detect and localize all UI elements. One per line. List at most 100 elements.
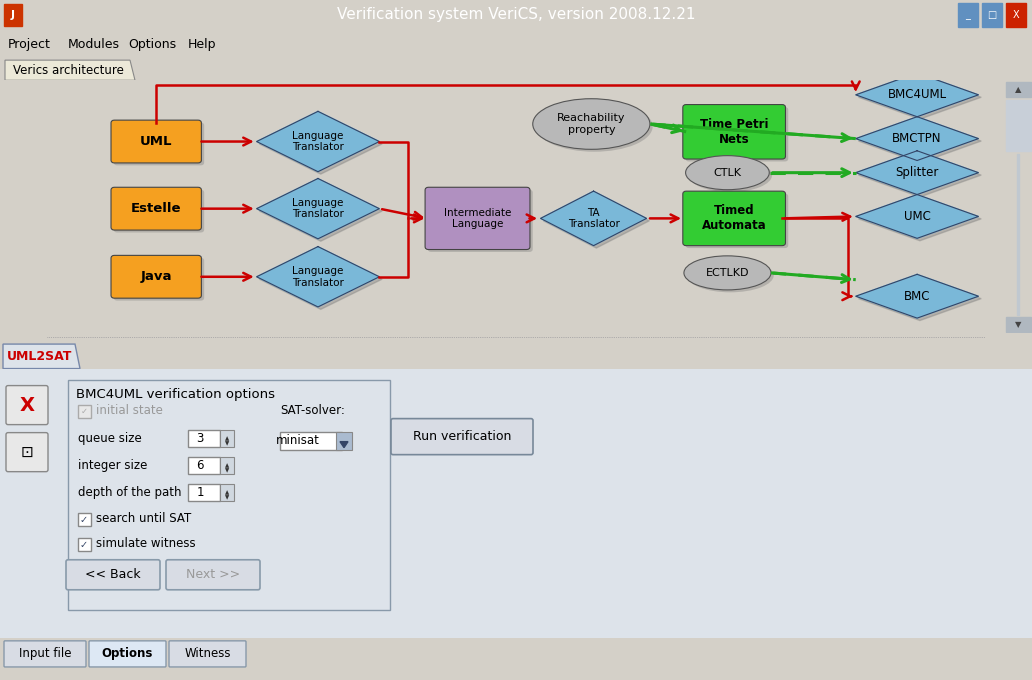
Text: ✓: ✓ xyxy=(79,515,88,525)
Text: search until SAT: search until SAT xyxy=(96,512,191,525)
Polygon shape xyxy=(859,277,981,320)
Text: ECTLKD: ECTLKD xyxy=(706,268,749,278)
Text: UML: UML xyxy=(140,135,172,148)
FancyBboxPatch shape xyxy=(683,191,785,245)
Text: minisat: minisat xyxy=(277,434,320,447)
Ellipse shape xyxy=(685,156,769,190)
Text: ▼: ▼ xyxy=(225,495,229,500)
FancyBboxPatch shape xyxy=(66,560,160,590)
Polygon shape xyxy=(856,73,978,117)
Bar xyxy=(280,432,342,449)
Text: Time Petri
Nets: Time Petri Nets xyxy=(700,118,769,146)
Text: Timed
Automata: Timed Automata xyxy=(702,205,767,233)
Bar xyxy=(220,457,234,474)
Text: □: □ xyxy=(988,10,997,20)
FancyBboxPatch shape xyxy=(111,187,201,230)
Bar xyxy=(1005,317,1031,332)
Text: X: X xyxy=(1012,10,1020,20)
Polygon shape xyxy=(856,274,978,318)
Text: Java: Java xyxy=(140,270,172,284)
Text: Language
Translator: Language Translator xyxy=(292,266,344,288)
Text: ▼: ▼ xyxy=(225,441,229,446)
Bar xyxy=(220,483,234,500)
Polygon shape xyxy=(340,441,348,447)
Bar xyxy=(4,4,22,26)
Text: Witness: Witness xyxy=(185,647,231,660)
Polygon shape xyxy=(859,119,981,163)
Text: Splitter: Splitter xyxy=(896,166,939,179)
FancyBboxPatch shape xyxy=(6,386,49,424)
FancyBboxPatch shape xyxy=(169,641,246,667)
Polygon shape xyxy=(544,194,649,248)
Polygon shape xyxy=(859,153,981,197)
Text: Options: Options xyxy=(128,37,176,50)
Text: ⊡: ⊡ xyxy=(21,445,33,460)
FancyBboxPatch shape xyxy=(111,256,201,298)
Bar xyxy=(1006,3,1026,27)
Text: integer size: integer size xyxy=(78,459,148,472)
Polygon shape xyxy=(856,117,978,160)
Ellipse shape xyxy=(686,258,774,292)
FancyBboxPatch shape xyxy=(425,187,530,250)
FancyBboxPatch shape xyxy=(111,120,201,163)
FancyBboxPatch shape xyxy=(166,560,260,590)
FancyBboxPatch shape xyxy=(114,122,204,165)
Bar xyxy=(336,432,352,449)
Bar xyxy=(68,379,390,610)
Ellipse shape xyxy=(684,256,771,290)
Text: Project: Project xyxy=(8,37,51,50)
Text: depth of the path: depth of the path xyxy=(78,486,182,499)
Polygon shape xyxy=(259,181,382,241)
Text: Help: Help xyxy=(188,37,217,50)
Text: ▲: ▲ xyxy=(225,463,229,468)
Text: Estelle: Estelle xyxy=(131,202,182,215)
Bar xyxy=(958,3,978,27)
Bar xyxy=(1005,101,1031,151)
Text: ▲: ▲ xyxy=(225,490,229,495)
Bar xyxy=(78,405,91,418)
Text: 6: 6 xyxy=(196,459,203,472)
Text: UMC: UMC xyxy=(904,210,931,223)
Text: BMCTPN: BMCTPN xyxy=(893,132,942,145)
Text: Language
Translator: Language Translator xyxy=(292,131,344,152)
FancyBboxPatch shape xyxy=(685,194,788,248)
Ellipse shape xyxy=(688,158,772,192)
Text: X: X xyxy=(20,396,34,415)
FancyBboxPatch shape xyxy=(4,641,86,667)
Text: initial state: initial state xyxy=(96,404,163,417)
Text: J: J xyxy=(11,10,15,20)
Bar xyxy=(220,430,234,447)
Polygon shape xyxy=(257,247,380,307)
Polygon shape xyxy=(859,197,981,241)
Text: ▲: ▲ xyxy=(1014,84,1022,94)
Bar xyxy=(188,430,220,447)
Text: _: _ xyxy=(966,10,970,20)
Polygon shape xyxy=(259,114,382,174)
Polygon shape xyxy=(856,151,978,194)
Bar xyxy=(1017,154,1020,316)
Text: Options: Options xyxy=(102,647,153,660)
Bar xyxy=(982,3,1002,27)
Bar xyxy=(0,667,1032,680)
Bar xyxy=(1005,82,1031,97)
Text: TA
Translator: TA Translator xyxy=(568,207,619,229)
Text: Language
Translator: Language Translator xyxy=(292,198,344,220)
Text: Modules: Modules xyxy=(68,37,120,50)
Text: 3: 3 xyxy=(196,432,203,445)
Polygon shape xyxy=(257,112,380,171)
FancyBboxPatch shape xyxy=(683,105,785,159)
Polygon shape xyxy=(5,60,135,80)
Text: Run verification: Run verification xyxy=(413,430,511,443)
Text: ▲: ▲ xyxy=(225,436,229,441)
Text: BMC4UML verification options: BMC4UML verification options xyxy=(76,388,275,401)
Text: simulate witness: simulate witness xyxy=(96,537,196,550)
Text: Input file: Input file xyxy=(19,647,71,660)
Text: Next >>: Next >> xyxy=(186,568,240,581)
Text: ✓: ✓ xyxy=(79,540,88,549)
Text: queue size: queue size xyxy=(78,432,141,445)
Text: SAT-solver:: SAT-solver: xyxy=(280,404,345,417)
FancyBboxPatch shape xyxy=(114,190,204,233)
Polygon shape xyxy=(541,191,647,245)
Text: ▼: ▼ xyxy=(225,468,229,473)
Text: BMC4UML: BMC4UML xyxy=(888,88,946,101)
